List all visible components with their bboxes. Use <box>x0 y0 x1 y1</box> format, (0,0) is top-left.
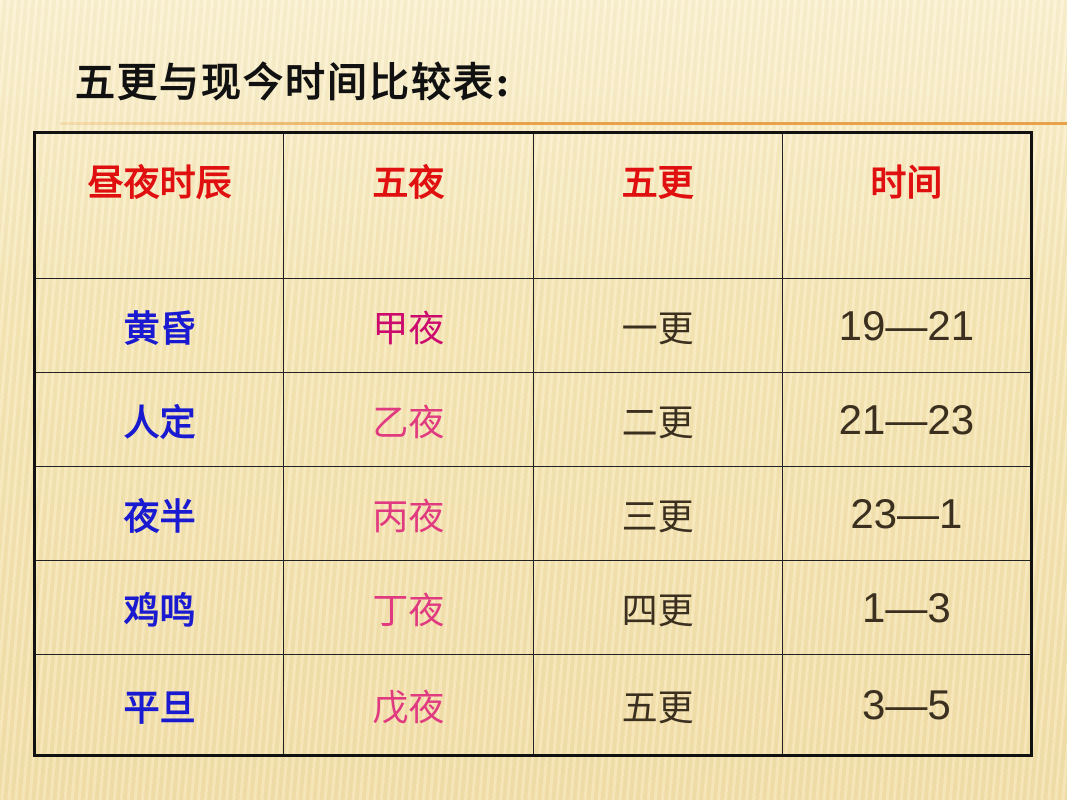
cell-watch: 一更 <box>532 278 783 373</box>
table-row: 黄昏 甲夜 一更 19—21 <box>33 278 1033 373</box>
header-cell: 五更 <box>532 132 783 279</box>
table-header-row: 昼夜时辰 五夜 五更 时间 <box>33 132 1033 279</box>
cell-night: 戊夜 <box>283 654 534 756</box>
cell-period: 平旦 <box>33 654 285 756</box>
cell-night: 丙夜 <box>283 466 534 561</box>
cell-watch: 三更 <box>532 466 783 561</box>
header-cell: 昼夜时辰 <box>33 132 285 279</box>
title-divider <box>60 122 1067 125</box>
cell-time: 21—23 <box>781 372 1033 467</box>
cell-night: 甲夜 <box>283 278 534 373</box>
cell-period: 黄昏 <box>33 278 285 373</box>
table-row: 夜半 丙夜 三更 23—1 <box>33 466 1033 561</box>
cell-time: 1—3 <box>781 560 1033 655</box>
cell-time: 3—5 <box>781 654 1033 756</box>
comparison-table: 昼夜时辰 五夜 五更 时间 黄昏 甲夜 一更 19—21 人定 乙夜 二更 21… <box>33 131 1033 757</box>
cell-night: 乙夜 <box>283 372 534 467</box>
page-title: 五更与现今时间比较表: <box>75 59 512 106</box>
header-cell: 时间 <box>781 132 1033 279</box>
cell-time: 23—1 <box>781 466 1033 561</box>
cell-time: 19—21 <box>781 278 1033 373</box>
table-row: 鸡鸣 丁夜 四更 1—3 <box>33 560 1033 655</box>
cell-period: 夜半 <box>33 466 285 561</box>
header-cell: 五夜 <box>283 132 534 279</box>
cell-night: 丁夜 <box>283 560 534 655</box>
cell-period: 鸡鸣 <box>33 560 285 655</box>
cell-watch: 四更 <box>532 560 783 655</box>
cell-period: 人定 <box>33 372 285 467</box>
table-row: 平旦 戊夜 五更 3—5 <box>33 654 1033 756</box>
cell-watch: 五更 <box>532 654 783 756</box>
table-row: 人定 乙夜 二更 21—23 <box>33 372 1033 467</box>
cell-watch: 二更 <box>532 372 783 467</box>
